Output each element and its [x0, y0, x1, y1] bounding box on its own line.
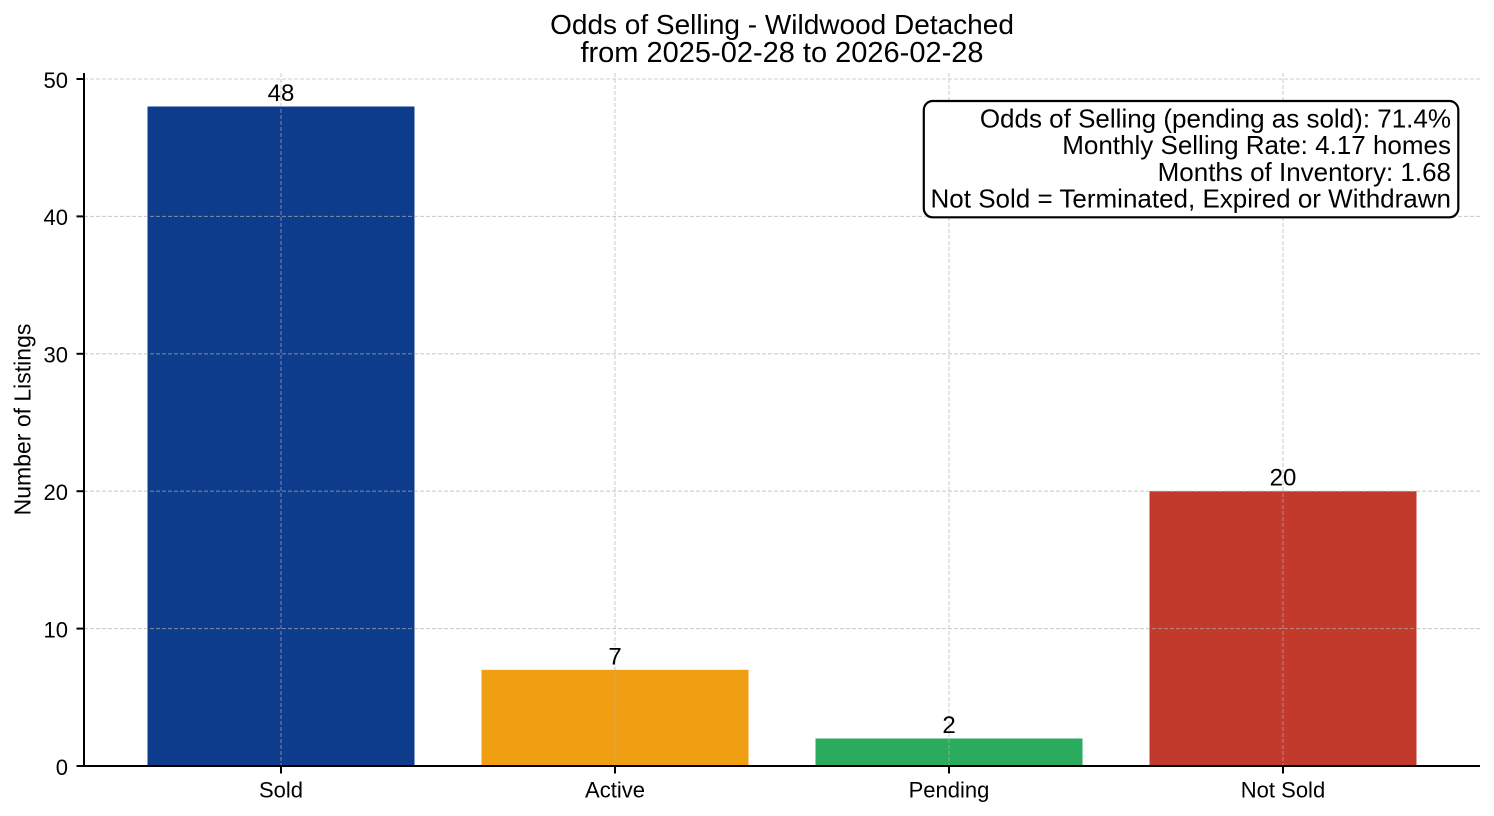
svg-text:20: 20 [1270, 465, 1297, 492]
svg-text:0: 0 [56, 755, 68, 780]
svg-text:48: 48 [268, 80, 295, 107]
svg-text:from 2025-02-28 to 2026-02-28: from 2025-02-28 to 2026-02-28 [580, 37, 983, 69]
svg-text:Monthly Selling Rate: 4.17 hom: Monthly Selling Rate: 4.17 homes [1062, 130, 1451, 160]
svg-text:2: 2 [942, 712, 955, 739]
svg-text:20: 20 [44, 480, 68, 505]
svg-text:Not Sold = Terminated, Expired: Not Sold = Terminated, Expired or Withdr… [931, 184, 1451, 214]
svg-text:Number of Listings: Number of Listings [10, 324, 36, 516]
svg-text:Odds of Selling - Wildwood Det: Odds of Selling - Wildwood Detached [550, 9, 1014, 40]
svg-text:Odds of Selling (pending as so: Odds of Selling (pending as sold): 71.4% [980, 104, 1451, 134]
svg-text:Sold: Sold [259, 778, 303, 803]
svg-text:40: 40 [44, 205, 68, 230]
svg-text:30: 30 [44, 343, 68, 368]
svg-text:50: 50 [44, 68, 68, 93]
svg-text:7: 7 [608, 643, 621, 670]
svg-text:10: 10 [44, 617, 68, 642]
svg-text:Pending: Pending [909, 778, 990, 803]
svg-text:Months of Inventory: 1.68: Months of Inventory: 1.68 [1158, 157, 1451, 187]
svg-text:Not Sold: Not Sold [1241, 778, 1325, 803]
svg-text:Active: Active [585, 778, 645, 803]
